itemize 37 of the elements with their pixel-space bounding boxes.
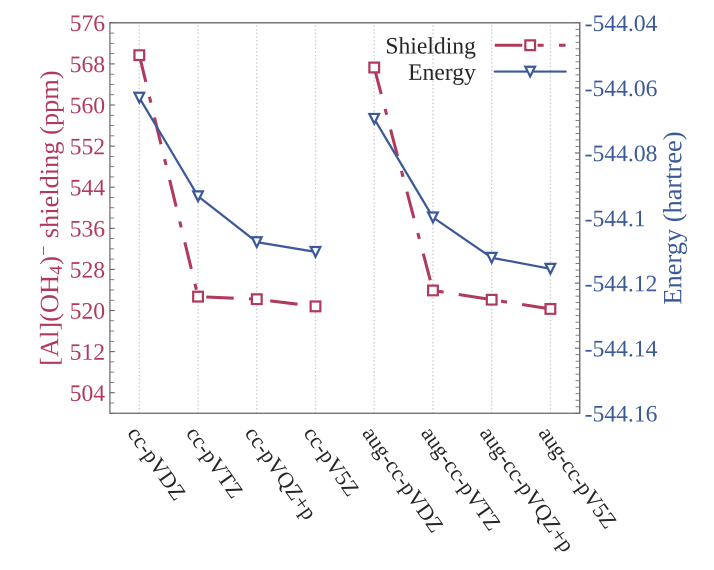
point — [133, 49, 146, 62]
y2-tick-label: -544.06 — [586, 80, 657, 96]
point — [426, 211, 439, 224]
point — [250, 236, 263, 248]
y-tick-label: 560 — [71, 97, 104, 114]
y2-tick-label: -544.12 — [586, 276, 656, 292]
point — [368, 62, 380, 74]
point — [486, 252, 498, 264]
y-tick-label: 568 — [71, 56, 104, 72]
y-tick-label: 552 — [71, 138, 104, 155]
point — [250, 293, 263, 306]
point — [192, 290, 204, 303]
legend-label: Energy — [408, 64, 476, 85]
y-tick-label: 528 — [71, 262, 104, 278]
y-tick-label: 536 — [71, 220, 104, 237]
point — [133, 92, 146, 104]
y2-tick-label: -544.1 — [586, 210, 644, 227]
point — [426, 284, 439, 296]
y2-tick-label: -544.08 — [586, 145, 657, 162]
point — [544, 262, 556, 275]
y2-tick-label: -544.16 — [586, 406, 657, 422]
y2-tick-label: -544.14 — [586, 340, 658, 357]
point — [368, 112, 380, 125]
point — [310, 300, 322, 312]
point — [486, 294, 498, 306]
y-axis-title: [Al](OH$_{4}$)$^{−}$ shielding (ppm) — [40, 72, 64, 364]
y2-axis-title: Energy (hartree) — [662, 132, 687, 304]
point — [192, 190, 204, 202]
y-tick-label: 512 — [71, 344, 104, 360]
y-tick-label: 576 — [71, 15, 104, 32]
point — [310, 246, 322, 258]
y-tick-label: 520 — [71, 302, 104, 319]
y-tick-label: 544 — [71, 180, 105, 196]
legend-label: Shielding — [386, 37, 476, 59]
y2-tick-label: -544.04 — [586, 15, 658, 32]
point — [544, 302, 556, 315]
y-tick-label: 504 — [71, 385, 105, 402]
